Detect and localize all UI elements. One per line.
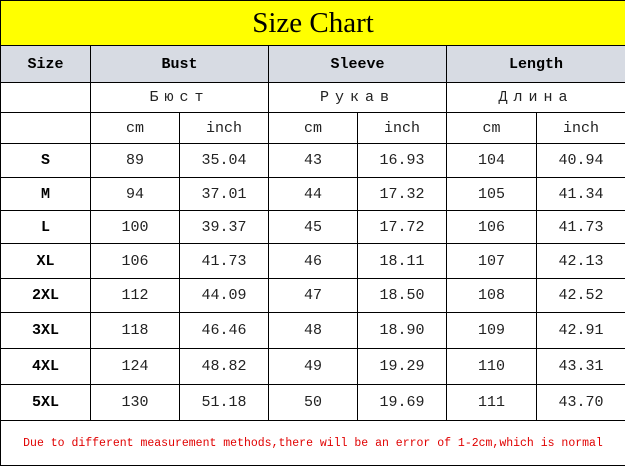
cell-size: L: [1, 211, 91, 244]
cell-sleeve-cm: 50: [269, 385, 358, 421]
cell-bust-cm: 100: [91, 211, 180, 244]
header-length: Length: [447, 46, 625, 83]
cell-length-cm: 109: [447, 313, 537, 349]
cell-bust-cm: 112: [91, 279, 180, 313]
unit-length-inch: inch: [537, 113, 625, 144]
unit-sleeve-cm: cm: [269, 113, 358, 144]
header-bust-ru: Бюст: [91, 83, 269, 113]
cell-bust-cm: 94: [91, 178, 180, 211]
cell-bust-inch: 41.73: [180, 244, 269, 279]
header-sleeve-ru: Рукав: [269, 83, 447, 113]
cell-sleeve-cm: 49: [269, 349, 358, 385]
cell-bust-cm: 118: [91, 313, 180, 349]
cell-bust-inch: 44.09: [180, 279, 269, 313]
empty-cell: [1, 83, 91, 113]
cell-length-inch: 40.94: [537, 144, 625, 178]
cell-bust-cm: 89: [91, 144, 180, 178]
unit-length-cm: cm: [447, 113, 537, 144]
empty-cell: [1, 113, 91, 144]
cell-length-cm: 111: [447, 385, 537, 421]
cell-length-inch: 43.31: [537, 349, 625, 385]
cell-length-cm: 110: [447, 349, 537, 385]
cell-length-inch: 42.91: [537, 313, 625, 349]
cell-bust-cm: 130: [91, 385, 180, 421]
cell-sleeve-cm: 43: [269, 144, 358, 178]
cell-length-cm: 105: [447, 178, 537, 211]
cell-bust-inch: 46.46: [180, 313, 269, 349]
cell-size: 2XL: [1, 279, 91, 313]
measurement-note: Due to different measurement methods,the…: [1, 421, 625, 466]
cell-size: 5XL: [1, 385, 91, 421]
cell-bust-inch: 48.82: [180, 349, 269, 385]
header-length-ru: Длина: [447, 83, 625, 113]
cell-bust-inch: 39.37: [180, 211, 269, 244]
cell-size: 3XL: [1, 313, 91, 349]
cell-sleeve-inch: 19.29: [358, 349, 447, 385]
cell-size: 4XL: [1, 349, 91, 385]
cell-sleeve-inch: 18.11: [358, 244, 447, 279]
unit-bust-cm: cm: [91, 113, 180, 144]
cell-sleeve-cm: 45: [269, 211, 358, 244]
cell-size: XL: [1, 244, 91, 279]
cell-sleeve-inch: 17.32: [358, 178, 447, 211]
chart-title: Size Chart: [1, 1, 625, 46]
header-sleeve: Sleeve: [269, 46, 447, 83]
cell-length-cm: 106: [447, 211, 537, 244]
cell-sleeve-inch: 19.69: [358, 385, 447, 421]
cell-sleeve-inch: 18.50: [358, 279, 447, 313]
cell-length-cm: 108: [447, 279, 537, 313]
header-bust: Bust: [91, 46, 269, 83]
cell-sleeve-cm: 44: [269, 178, 358, 211]
cell-sleeve-inch: 18.90: [358, 313, 447, 349]
cell-sleeve-inch: 17.72: [358, 211, 447, 244]
cell-size: M: [1, 178, 91, 211]
cell-sleeve-cm: 48: [269, 313, 358, 349]
cell-length-inch: 41.34: [537, 178, 625, 211]
cell-length-cm: 104: [447, 144, 537, 178]
cell-bust-cm: 124: [91, 349, 180, 385]
cell-bust-inch: 35.04: [180, 144, 269, 178]
cell-length-inch: 41.73: [537, 211, 625, 244]
cell-length-inch: 42.52: [537, 279, 625, 313]
cell-size: S: [1, 144, 91, 178]
cell-length-inch: 42.13: [537, 244, 625, 279]
cell-bust-inch: 51.18: [180, 385, 269, 421]
cell-length-cm: 107: [447, 244, 537, 279]
unit-bust-inch: inch: [180, 113, 269, 144]
unit-sleeve-inch: inch: [358, 113, 447, 144]
cell-bust-cm: 106: [91, 244, 180, 279]
cell-length-inch: 43.70: [537, 385, 625, 421]
cell-sleeve-cm: 46: [269, 244, 358, 279]
cell-bust-inch: 37.01: [180, 178, 269, 211]
header-size: Size: [1, 46, 91, 83]
cell-sleeve-cm: 47: [269, 279, 358, 313]
cell-sleeve-inch: 16.93: [358, 144, 447, 178]
